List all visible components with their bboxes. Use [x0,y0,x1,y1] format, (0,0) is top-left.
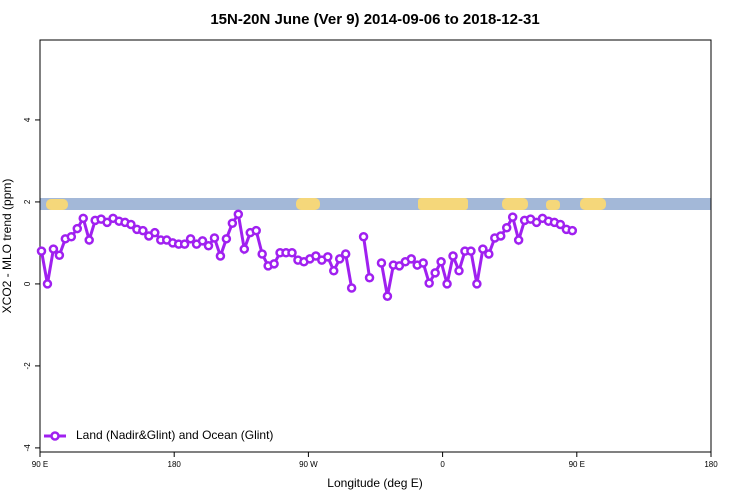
data-point [269,259,279,269]
y-tick-label: 2 [23,199,32,204]
data-point [567,225,578,236]
data-point [531,217,542,228]
data-point [227,218,238,228]
data-point [287,248,297,258]
data-point [328,266,339,276]
data-point [257,249,267,259]
x-tick-label: 90 E [32,460,48,469]
data-point [102,217,112,228]
data-point [418,258,428,268]
data-point [239,244,250,254]
legend-label: Land (Nadir&Glint) and Ocean (Glint) [76,428,273,442]
land-patch [418,198,468,210]
data-point [346,283,357,293]
x-tick-label: 0 [440,460,445,469]
data-point [424,278,434,288]
data-point [513,235,524,245]
x-tick-label: 90 E [569,460,585,469]
data-point [185,234,196,244]
data-point [507,212,518,222]
data-point [233,209,244,219]
data-point [555,219,566,230]
land-patch [502,198,528,210]
data-point [376,258,387,268]
data-point [478,244,488,254]
data-point [496,231,506,241]
data-point [454,266,464,276]
data-point [138,225,148,236]
data-point [150,227,160,238]
x-tick-label: 180 [704,460,718,469]
data-point [501,223,512,233]
data-point [364,273,375,283]
y-axis-label: XCO2 - MLO trend (ppm) [0,179,14,314]
data-point [484,249,494,259]
data-point [179,239,190,249]
x-axis-label: Longitude (deg E) [327,476,422,490]
data-point [340,249,351,259]
data-point [311,251,321,261]
data-point [215,251,226,261]
data-point [448,251,458,261]
data-point [251,225,261,236]
data-point [84,235,94,245]
data-point [42,279,53,289]
map-strip [40,198,711,210]
land-patch [580,198,606,210]
data-point [221,234,232,244]
data-point [54,250,65,260]
data-point [442,279,452,289]
chart-title: 15N-20N June (Ver 9) 2014-09-06 to 2018-… [210,11,539,28]
series-line [362,236,372,278]
ocean-strip [40,198,711,210]
data-point [358,232,369,242]
data-point [78,213,88,224]
data-point [394,261,405,271]
x-tick-label: 180 [168,460,182,469]
data-point [72,223,83,234]
data-point [66,232,77,242]
data-point [48,244,59,254]
data-point [382,291,393,301]
plot-frame [39,39,712,453]
data-point [472,279,482,289]
x-tick-label: 90 W [299,460,318,469]
y-tick-label: -4 [23,444,32,452]
data-point [203,241,214,251]
data-point [406,254,417,264]
data-point [36,246,47,256]
land-patch [46,199,68,210]
data-point [436,257,446,267]
data-point [209,233,220,243]
legend-marker [50,431,60,441]
data-point [323,252,333,262]
data-point [126,219,136,230]
y-tick-label: 4 [23,117,32,122]
y-tick-label: -2 [23,362,32,370]
data-point [430,268,440,278]
data-point [197,236,208,246]
land-patch [546,200,560,210]
data-point [466,246,476,256]
data-point [334,254,345,264]
land-patch [296,198,320,210]
y-tick-label: 0 [23,281,32,286]
